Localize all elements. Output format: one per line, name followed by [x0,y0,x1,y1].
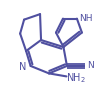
Text: N: N [19,62,27,72]
Text: NH$_2$: NH$_2$ [66,72,86,85]
Text: NH: NH [79,14,92,23]
Text: N: N [87,61,94,70]
